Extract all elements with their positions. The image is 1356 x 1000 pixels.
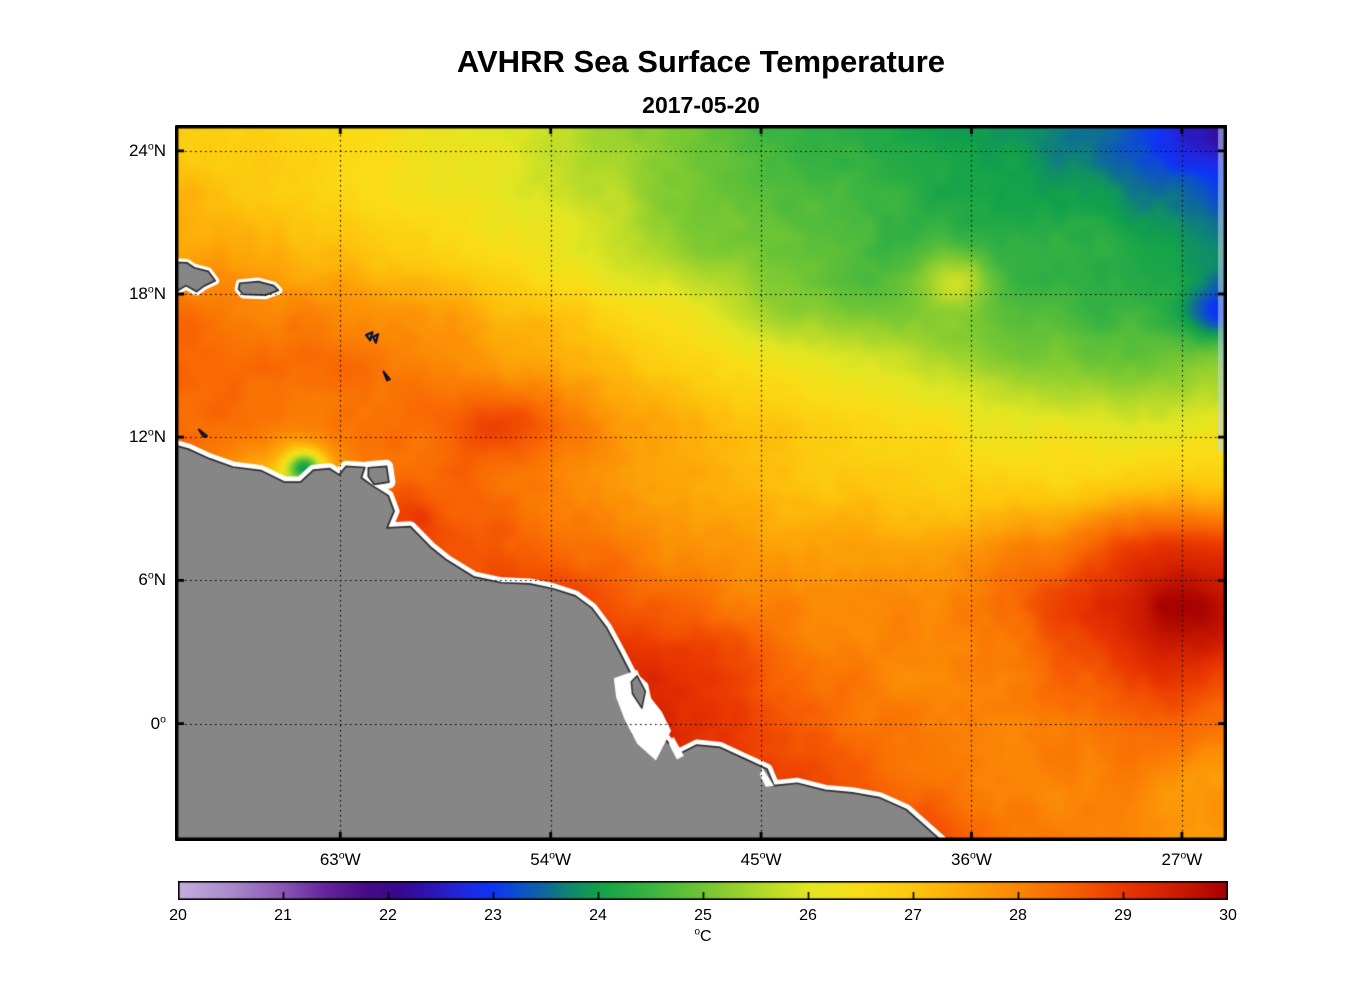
sst-map-canvas (175, 125, 1227, 841)
lat-tick-label: 6oN (138, 569, 166, 590)
lon-tick-label: 27oW (1161, 849, 1203, 869)
colorbar-tick-label: 28 (1009, 907, 1027, 924)
colorbar-tick-label: 24 (589, 907, 607, 924)
lat-tick-label: 12oN (128, 426, 166, 447)
colorbar-tick-label: 25 (694, 907, 712, 924)
colorbar-unit: oC (203, 926, 1203, 946)
lon-tick-label: 54oW (530, 849, 572, 869)
lon-tick-label: 63oW (319, 849, 361, 869)
lat-tick-label: 0o (150, 712, 166, 733)
unit-letter: C (699, 928, 712, 945)
lon-tick-label: 36oW (951, 849, 992, 869)
colorbar-tick-label: 29 (1114, 907, 1132, 924)
lon-tick-label: 45oW (740, 849, 782, 869)
colorbar-tick-label: 27 (904, 907, 922, 924)
lat-tick-label: 24oN (128, 140, 166, 160)
figure-title: AVHRR Sea Surface Temperature (456, 44, 946, 79)
colorbar-canvas (178, 881, 1228, 900)
lat-tick-label: 18oN (128, 283, 166, 303)
colorbar-tick-label: 23 (484, 907, 502, 924)
colorbar-tick-label: 26 (799, 907, 817, 924)
degree-symbol: o (694, 926, 700, 938)
figure-date: 2017-05-20 (642, 92, 760, 118)
colorbar-tick-label: 30 (1219, 907, 1237, 924)
colorbar-tick-label: 21 (274, 907, 292, 924)
colorbar-tick-label: 20 (169, 907, 187, 924)
colorbar-tick-label: 22 (379, 907, 397, 924)
